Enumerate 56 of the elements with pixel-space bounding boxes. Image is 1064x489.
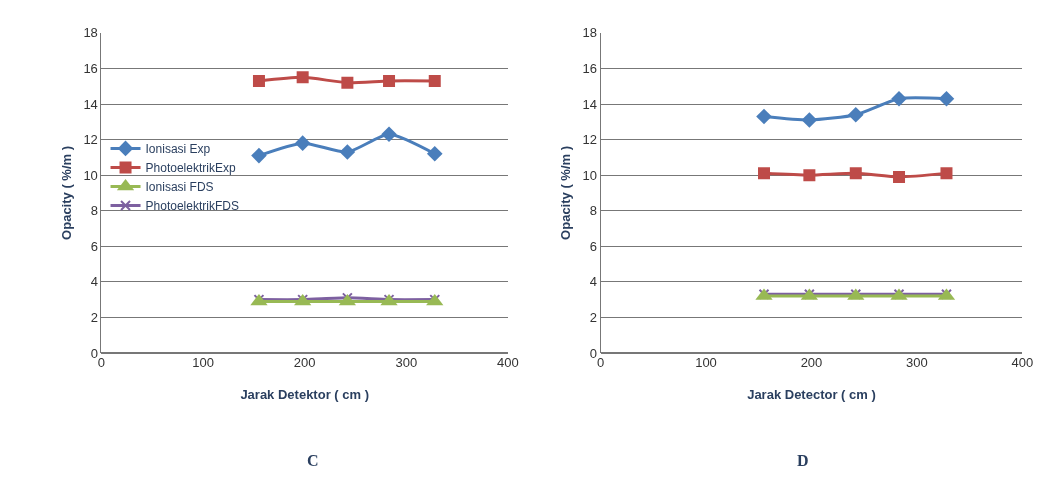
y-tick-label: 12 (83, 132, 98, 148)
point (893, 170, 906, 183)
y-axis-title: Opacity ( %/m ) (558, 145, 574, 240)
point (341, 76, 354, 89)
y-tick-label: 14 (582, 96, 597, 112)
point (938, 90, 955, 107)
text: D (797, 452, 809, 469)
legend-label: Ionisasi Exp (145, 142, 211, 157)
point (426, 146, 443, 162)
point (801, 112, 818, 128)
point (803, 169, 816, 182)
point (940, 167, 953, 180)
y-tick-label: 2 (589, 309, 597, 325)
y-tick-label: 8 (90, 203, 98, 219)
x-tick-label: 300 (906, 354, 928, 370)
y-tick-label: 18 (83, 25, 98, 41)
point (296, 71, 309, 84)
y-tick-label: 6 (90, 238, 98, 254)
point (383, 74, 396, 87)
y-tick-label: 10 (83, 167, 98, 183)
x-tick-label: 400 (497, 354, 519, 370)
x-tick-label: 200 (293, 354, 316, 370)
point (294, 135, 311, 151)
point (758, 167, 771, 180)
x-tick-label: 200 (800, 354, 823, 370)
x-tick-label: 300 (395, 354, 418, 370)
x-tick-label: 100 (695, 354, 717, 370)
y-tick-label: 4 (589, 274, 597, 290)
y-tick-label: 16 (83, 61, 98, 76)
y-tick-label: 16 (582, 61, 597, 76)
point (891, 90, 907, 107)
y-tick-label: 6 (589, 238, 597, 254)
y-tick-label: 18 (582, 25, 597, 41)
point (847, 106, 864, 123)
y-tick-label: 12 (582, 132, 597, 148)
legend-label: PhotoelektrikFDS (145, 199, 239, 214)
text: C (307, 452, 319, 469)
y-tick-label: 2 (90, 309, 98, 325)
x-axis-title: Jarak Detektor ( cm ) (240, 386, 370, 402)
y-tick-label: 14 (83, 96, 98, 112)
point (428, 74, 441, 87)
x-tick-label: 400 (1011, 354, 1034, 370)
point (756, 108, 772, 125)
point (339, 144, 356, 160)
y-tick-label: 10 (582, 167, 597, 183)
x-tick-label: 100 (192, 354, 214, 370)
point (252, 74, 265, 87)
point (381, 126, 397, 143)
point (251, 147, 267, 164)
y-tick-label: 8 (589, 203, 597, 219)
y-tick-label: 4 (90, 274, 98, 290)
legend-label: PhotoelektrikExp (145, 161, 236, 176)
x-axis-title: Jarak Detector ( cm ) (747, 386, 876, 402)
legend-label: Ionisasi FDS (145, 180, 214, 195)
point (849, 167, 862, 180)
y-axis-title: Opacity ( %/m ) (59, 145, 75, 240)
